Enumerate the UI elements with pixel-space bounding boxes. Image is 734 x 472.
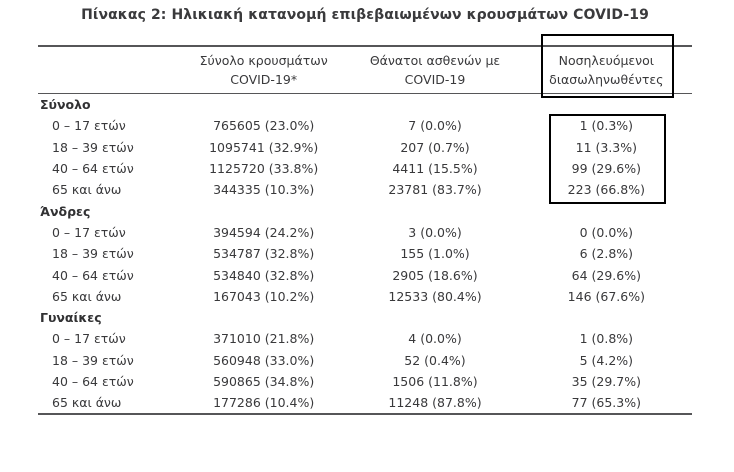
age-cell: 0 – 17 ετών	[52, 118, 126, 134]
deaths-cell: 3 (0.0%)	[408, 224, 462, 240]
table-row: 18 – 39 ετών 534787 (32.8%) 155 (1.0%) 6…	[38, 243, 692, 264]
deaths-cell: 4 (0.0%)	[408, 331, 462, 347]
header-deaths-line1: Θάνατοι ασθενών με	[369, 53, 501, 68]
age-cell: 65 και άνω	[52, 288, 122, 304]
intubated-cell: 0 (0.0%)	[579, 224, 634, 240]
deaths-cell: 23781 (83.7%)	[388, 182, 482, 198]
deaths-cell: 4411 (15.5%)	[392, 161, 478, 177]
header-deaths: Θάνατοι ασθενών με COVID-19	[349, 51, 520, 89]
table-header-row: Σύνολο κρουσμάτων COVID-19* Θάνατοι ασθε…	[38, 45, 692, 94]
cases-cell: 590865 (34.8%)	[213, 374, 315, 389]
section-label: Σύνολο	[40, 97, 91, 113]
header-cases: Σύνολο κρουσμάτων COVID-19*	[178, 51, 349, 89]
deaths-cell: 52 (0.4%)	[404, 352, 466, 368]
table-row: 18 – 39 ετών 560948 (33.0%) 52 (0.4%) 5 …	[38, 350, 692, 371]
cases-cell: 560948 (33.0%)	[213, 352, 315, 368]
deaths-cell: 2905 (18.6%)	[392, 267, 478, 283]
section-row: Άνδρες	[38, 200, 692, 221]
header-intubated-line2: διασωληνωθέντες	[549, 72, 664, 87]
intubated-cell: 223 (66.8%)	[567, 182, 645, 198]
intubated-cell: 5 (4.2%)	[579, 352, 634, 368]
cases-cell: 167043 (10.2%)	[213, 288, 315, 304]
deaths-cell: 11248 (87.8%)	[388, 395, 482, 411]
age-cell: 0 – 17 ετών	[52, 224, 126, 240]
intubated-cell: 99 (29.6%)	[571, 161, 641, 177]
table-row: 0 – 17 ετών 371010 (21.8%) 4 (0.0%) 1 (0…	[38, 328, 692, 349]
table-row: 65 και άνω 344335 (10.3%) 23781 (83.7%) …	[38, 179, 692, 200]
section-row: Γυναίκες	[38, 307, 692, 328]
table-title: Πίνακας 2: Ηλικιακή κατανομή επιβεβαιωμέ…	[81, 7, 649, 23]
table-row: 65 και άνω 167043 (10.2%) 12533 (80.4%) …	[38, 286, 692, 307]
intubated-cell: 64 (29.6%)	[571, 267, 641, 283]
intubated-cell: 1 (0.3%)	[579, 118, 634, 134]
header-intubated-line1: Νοσηλευόμενοι	[558, 53, 655, 68]
deaths-cell: 207 (0.7%)	[400, 139, 470, 155]
age-cell: 40 – 64 ετών	[52, 161, 134, 177]
cases-cell: 1095741 (32.9%)	[209, 139, 319, 155]
intubated-cell: 35 (29.7%)	[571, 374, 641, 389]
age-cell: 18 – 39 ετών	[52, 352, 134, 368]
table-row: 0 – 17 ετών 765605 (23.0%) 7 (0.0%) 1 (0…	[38, 115, 692, 136]
intubated-cell: 77 (65.3%)	[571, 395, 641, 411]
table-row: 18 – 39 ετών 1095741 (32.9%) 207 (0.7%) …	[38, 137, 692, 158]
cases-cell: 344335 (10.3%)	[213, 182, 315, 198]
intubated-cell: 11 (3.3%)	[575, 139, 638, 155]
header-deaths-line2: COVID-19	[404, 72, 466, 87]
intubated-cell: 6 (2.8%)	[579, 246, 634, 262]
age-cell: 18 – 39 ετών	[52, 139, 134, 155]
header-cases-line1: Σύνολο κρουσμάτων	[199, 53, 328, 68]
cases-cell: 534840 (32.8%)	[213, 267, 315, 283]
deaths-cell: 12533 (80.4%)	[388, 288, 482, 304]
header-cases-line2: COVID-19*	[230, 72, 298, 87]
table-row: 0 – 17 ετών 394594 (24.2%) 3 (0.0%) 0 (0…	[38, 222, 692, 243]
age-cell: 0 – 17 ετών	[52, 331, 126, 347]
cases-cell: 371010 (21.8%)	[213, 331, 315, 347]
table-row: 40 – 64 ετών 590865 (34.8%) 1506 (11.8%)…	[38, 371, 692, 392]
deaths-cell: 155 (1.0%)	[400, 246, 470, 262]
cases-cell: 765605 (23.0%)	[213, 118, 315, 134]
deaths-cell: 1506 (11.8%)	[392, 374, 478, 389]
intubated-cell: 1 (0.8%)	[579, 331, 634, 347]
section-row: Σύνολο	[38, 94, 692, 115]
age-cell: 40 – 64 ετών	[52, 267, 134, 283]
table-row: 65 και άνω 177286 (10.4%) 11248 (87.8%) …	[38, 392, 692, 413]
cases-cell: 534787 (32.8%)	[213, 246, 315, 262]
header-intubated: Νοσηλευόμενοι διασωληνωθέντες	[521, 51, 692, 89]
age-cell: 65 και άνω	[52, 395, 122, 411]
table-row: 40 – 64 ετών 534840 (32.8%) 2905 (18.6%)…	[38, 264, 692, 285]
deaths-cell: 7 (0.0%)	[408, 118, 462, 134]
cases-cell: 394594 (24.2%)	[213, 224, 315, 240]
section-label: Άνδρες	[40, 203, 91, 219]
age-cell: 18 – 39 ετών	[52, 246, 134, 262]
section-label: Γυναίκες	[40, 310, 102, 326]
intubated-cell: 146 (67.6%)	[567, 288, 645, 304]
cases-cell: 177286 (10.4%)	[213, 395, 315, 411]
data-table: Σύνολο κρουσμάτων COVID-19* Θάνατοι ασθε…	[38, 45, 692, 416]
table-body: Σύνολο 0 – 17 ετών 765605 (23.0%) 7 (0.0…	[38, 94, 692, 416]
cases-cell: 1125720 (33.8%)	[209, 161, 319, 177]
age-cell: 40 – 64 ετών	[52, 374, 134, 389]
age-cell: 65 και άνω	[52, 182, 122, 198]
table-row: 40 – 64 ετών 1125720 (33.8%) 4411 (15.5%…	[38, 158, 692, 179]
